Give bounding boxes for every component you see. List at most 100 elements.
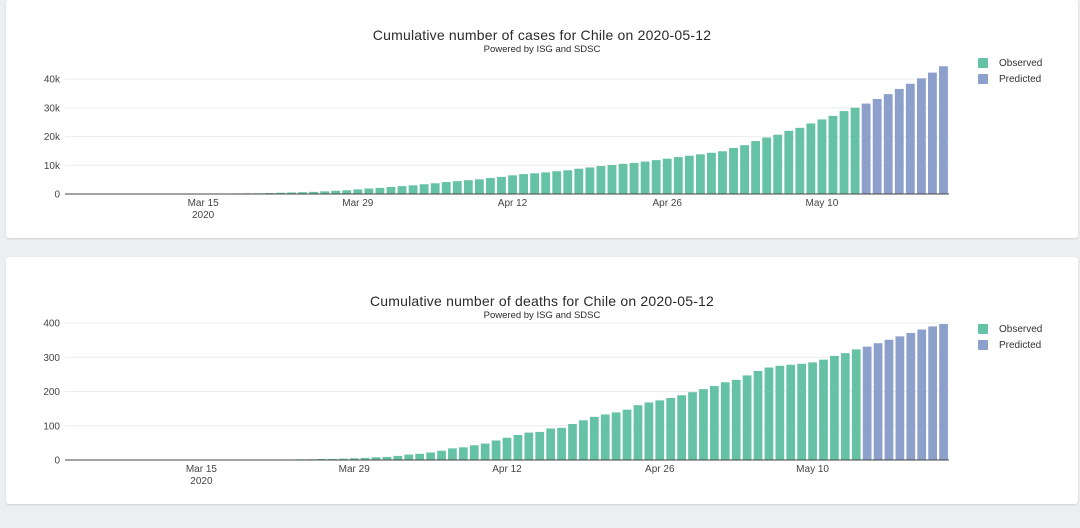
observed-bar: [360, 457, 370, 460]
y-tick-label: 40k: [44, 75, 61, 86]
legend-item-predicted[interactable]: Predicted: [978, 71, 1042, 87]
observed-bar: [546, 428, 556, 460]
legend-item-observed[interactable]: Observed: [978, 321, 1042, 337]
y-tick-label: 0: [54, 456, 60, 467]
y-tick-label: 400: [43, 319, 60, 330]
observed-bar: [840, 353, 850, 460]
observed-bar: [688, 392, 697, 460]
observed-bar: [786, 364, 796, 460]
legend-item-observed[interactable]: Observed: [978, 55, 1042, 71]
x-tick-label: May 10: [806, 198, 839, 209]
predicted-bar: [928, 72, 937, 194]
observed-bar: [491, 440, 501, 460]
predicted-bar: [916, 78, 926, 194]
observed-bar: [839, 111, 849, 194]
predicted-bar: [872, 98, 882, 194]
observed-bar: [535, 431, 545, 460]
observed-bar: [502, 437, 512, 460]
observed-bar: [699, 389, 708, 460]
x-tick-year-label: 2020: [190, 476, 213, 487]
observed-bar: [579, 420, 588, 460]
observed-bar: [448, 448, 457, 460]
observed-bar: [552, 171, 562, 194]
observed-bar: [808, 362, 817, 460]
observed-bar: [633, 405, 643, 460]
observed-swatch: [978, 324, 988, 334]
observed-bar: [589, 416, 599, 460]
observed-bar: [677, 395, 686, 460]
observed-bar: [331, 190, 341, 194]
observed-bar: [497, 176, 506, 194]
predicted-bar: [861, 103, 871, 194]
observed-bar: [655, 400, 665, 460]
observed-bar: [437, 450, 446, 460]
predicted-bar: [905, 83, 915, 194]
observed-bar: [618, 163, 628, 194]
predicted-bar: [939, 66, 948, 194]
observed-bar: [320, 191, 330, 194]
observed-bar: [806, 123, 816, 194]
deaths-chart-card: Cumulative number of deaths for Chile on…: [6, 257, 1078, 504]
predicted-bar: [873, 343, 883, 460]
predicted-bar: [917, 329, 927, 460]
observed-bar: [441, 182, 451, 194]
y-tick-label: 300: [43, 353, 60, 364]
y-tick-label: 100: [43, 421, 60, 432]
observed-bar: [729, 148, 738, 194]
observed-bar: [415, 453, 425, 460]
cases-chart-card: Cumulative number of cases for Chile on …: [6, 0, 1078, 238]
y-tick-label: 10k: [44, 161, 61, 172]
observed-bar: [328, 458, 337, 460]
observed-bar: [474, 179, 484, 194]
observed-bar: [408, 185, 418, 194]
observed-bar: [469, 445, 479, 460]
observed-bar: [600, 414, 610, 460]
observed-bar: [611, 412, 621, 460]
observed-bar: [342, 190, 352, 194]
observed-bar: [817, 119, 827, 194]
observed-bar: [740, 145, 749, 194]
observed-bar: [751, 141, 761, 194]
x-tick-label: Mar 29: [339, 464, 371, 475]
observed-bar: [364, 188, 374, 194]
observed-swatch: [978, 58, 988, 68]
predicted-bar: [906, 332, 916, 460]
observed-bar: [404, 454, 414, 460]
observed-bar: [371, 457, 381, 460]
observed-bar: [557, 427, 566, 460]
observed-bar: [524, 432, 534, 460]
observed-bar: [629, 162, 639, 194]
observed-bar: [850, 107, 860, 194]
chart-subtitle: Powered by ISG and SDSC: [483, 310, 601, 321]
observed-bar: [349, 458, 359, 460]
legend[interactable]: Observed Predicted: [978, 55, 1042, 87]
x-tick-label: Mar 29: [342, 198, 374, 209]
y-tick-label: 20k: [44, 132, 61, 143]
observed-bar: [338, 458, 348, 460]
observed-bar: [426, 452, 435, 460]
observed-bar: [530, 173, 540, 194]
observed-bar: [568, 424, 577, 460]
predicted-bar: [862, 346, 872, 460]
observed-bar: [784, 130, 794, 194]
observed-bar: [541, 172, 551, 194]
observed-bar: [419, 184, 429, 194]
observed-bar: [463, 180, 473, 194]
legend-item-predicted[interactable]: Predicted: [978, 337, 1042, 353]
legend-label: Predicted: [999, 339, 1042, 351]
legend[interactable]: Observed Predicted: [978, 321, 1042, 353]
observed-bar: [519, 174, 528, 194]
y-tick-label: 0: [54, 190, 60, 201]
x-tick-label: Apr 12: [492, 464, 522, 475]
observed-bar: [513, 434, 523, 460]
observed-bar: [317, 458, 326, 460]
observed-bar: [574, 168, 584, 194]
observed-bar: [762, 137, 772, 194]
observed-bar: [397, 186, 407, 194]
observed-bar: [830, 355, 839, 460]
chart-subtitle: Powered by ISG and SDSC: [483, 44, 601, 55]
x-tick-label: Mar 15: [186, 464, 218, 475]
x-tick-label: Mar 15: [188, 198, 220, 209]
